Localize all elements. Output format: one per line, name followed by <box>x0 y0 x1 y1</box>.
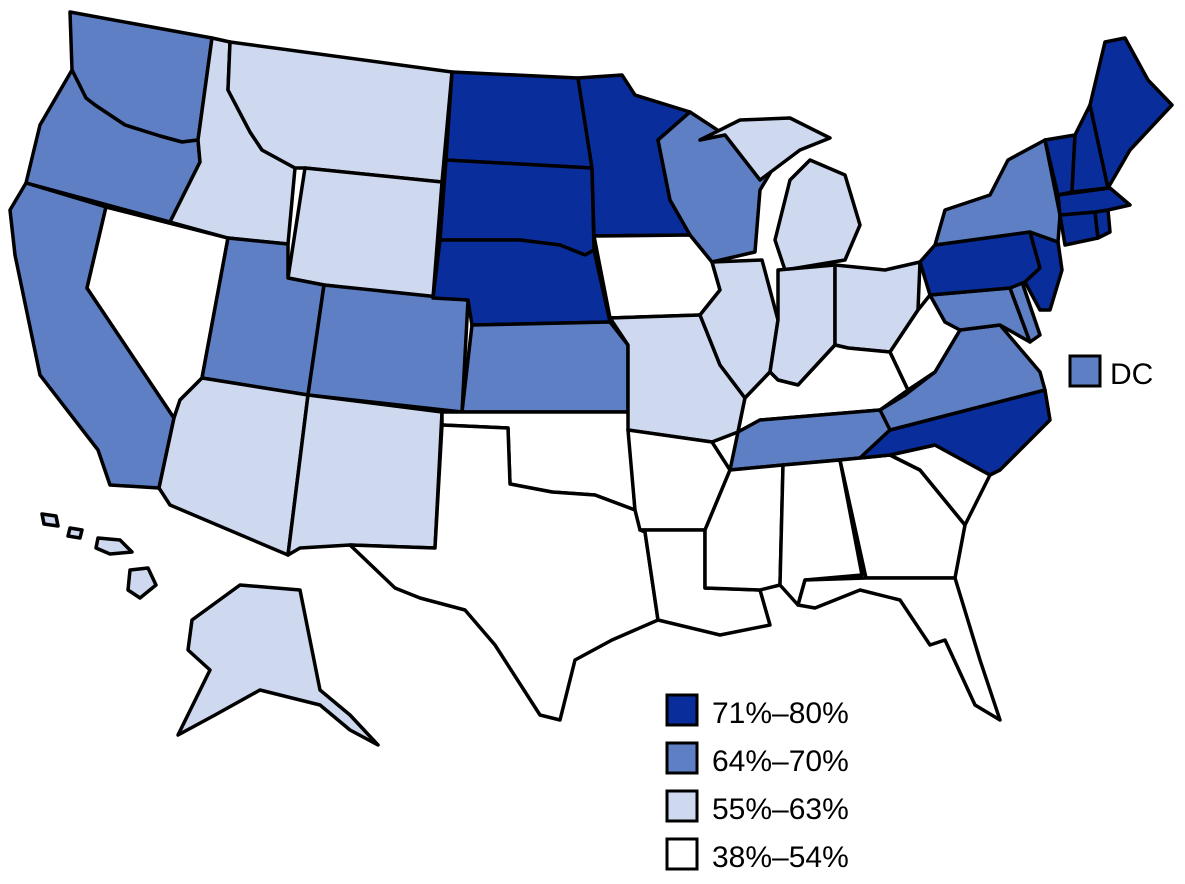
legend-label-38-54: 38%–54% <box>712 841 849 874</box>
state-nm <box>286 393 444 557</box>
state-ri <box>1093 208 1112 240</box>
state-co <box>306 283 470 414</box>
state-fl <box>796 576 1002 722</box>
legend: 71%–80% 64%–70% 55%–63% 38%–54% <box>665 693 849 874</box>
legend-swatch-38-54 <box>665 837 699 871</box>
state-wy <box>286 166 444 300</box>
state-ks <box>460 320 630 414</box>
legend-swatch-55-63 <box>665 789 699 823</box>
state-hi-west-islands <box>40 512 84 540</box>
state-me <box>1088 36 1174 190</box>
state-ct <box>1058 210 1100 247</box>
state-nj <box>1023 230 1064 312</box>
state-hi-islands <box>94 536 134 556</box>
state-mi-lower <box>773 158 862 272</box>
dc-swatch <box>1068 354 1102 388</box>
legend-label-64-70: 64%–70% <box>712 745 849 778</box>
dc-label: DC <box>1110 358 1153 391</box>
state-ak <box>176 583 380 747</box>
states-layer <box>8 10 1174 747</box>
state-az <box>157 376 310 557</box>
state-tx <box>348 423 660 722</box>
legend-swatch-71-80 <box>665 693 699 727</box>
state-nd <box>444 70 594 170</box>
state-or <box>24 68 202 224</box>
legend-swatch-64-70 <box>665 741 699 775</box>
state-hi <box>126 566 158 600</box>
legend-label-71-80: 71%–80% <box>712 697 849 730</box>
state-mi <box>698 116 832 182</box>
legend-label-55-63: 55%–63% <box>712 793 849 826</box>
state-ny <box>933 138 1062 247</box>
